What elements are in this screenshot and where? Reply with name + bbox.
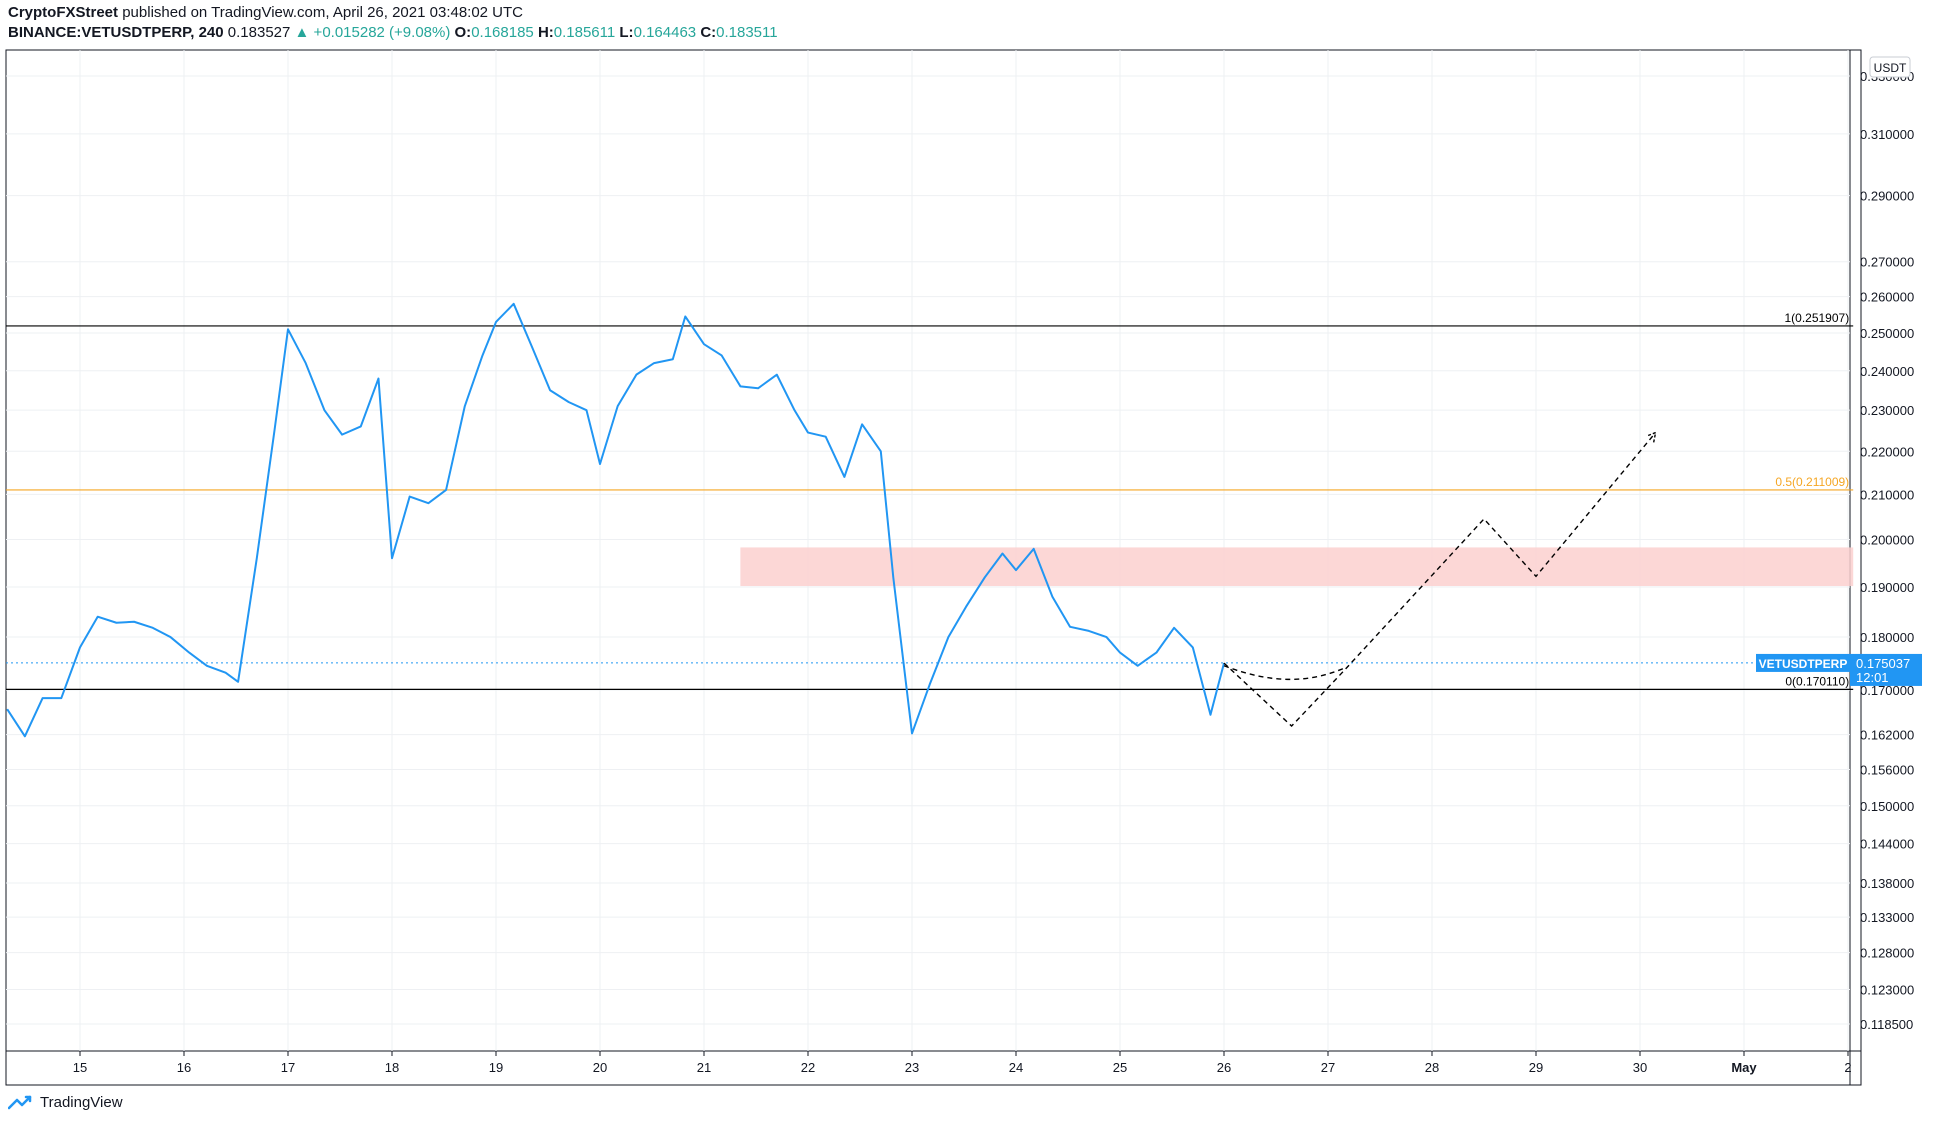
x-tick-label: 16 [177, 1060, 191, 1075]
y-tick-label: 0.250000 [1860, 326, 1914, 341]
x-tick-label: 24 [1009, 1060, 1023, 1075]
low-value: 0.164463 [633, 24, 697, 41]
projection-curve [1223, 665, 1344, 681]
y-tick-label: 0.310000 [1860, 127, 1914, 142]
resistance-zone [740, 547, 1854, 587]
footer: TradingView [8, 1094, 123, 1111]
low-label: L: [619, 24, 634, 41]
zone-rect [740, 547, 1854, 587]
high-value: 0.185611 [553, 24, 616, 41]
x-tick-label: 19 [489, 1060, 503, 1075]
currency-label: USDT [1874, 61, 1907, 75]
y-tick-label: 0.123000 [1860, 983, 1914, 998]
currency-badge [1869, 56, 1911, 78]
y-tick-label: 0.290000 [1860, 189, 1914, 204]
y-tick-label: 0.150000 [1860, 799, 1914, 814]
y-tick-label: 0.170000 [1860, 683, 1914, 698]
x-tick-label: 15 [73, 1060, 87, 1075]
projection-path [1223, 432, 1657, 728]
y-tick-label: 0.260000 [1860, 290, 1914, 305]
last-price-value: 0.175037 [1856, 656, 1910, 671]
y-tick-label: 0.133000 [1860, 910, 1914, 925]
x-tick-label: 30 [1633, 1060, 1647, 1075]
price-change: ▲ +0.015282 (+9.08%) [294, 24, 451, 41]
y-tick-label: 0.240000 [1860, 364, 1914, 379]
footer-brand[interactable]: TradingView [40, 1094, 123, 1111]
y-tick-label: 0.190000 [1860, 580, 1914, 595]
published-text: published on TradingView.com, April 26, … [122, 4, 524, 21]
y-tick-label: 0.270000 [1860, 255, 1914, 270]
x-tick-label: 23 [905, 1060, 919, 1075]
y-tick-label: 0.144000 [1860, 837, 1914, 852]
y-tick-label: 0.138000 [1860, 876, 1914, 891]
close-value: 0.183511 [716, 24, 778, 41]
fib-label: 0(0.170110) [1785, 674, 1849, 688]
price-axis[interactable]: 0.3300000.3100000.2900000.2700000.260000… [1860, 69, 1914, 1032]
fib-levels: 1(0.251907) 0.5(0.211009) 0(0.170110) [6, 311, 1854, 690]
symbol-tag-label: VETUSDTPERP [1759, 657, 1848, 671]
x-tick-label: 21 [697, 1060, 711, 1075]
fib-label: 0.5(0.211009) [1775, 475, 1849, 489]
x-tick-label: 25 [1113, 1060, 1127, 1075]
y-tick-label: 0.180000 [1860, 630, 1914, 645]
last-price: 0.183527 [227, 24, 291, 41]
time-axis[interactable]: 15 16 17 18 19 20 21 22 23 24 25 26 27 28 29 30 May 2 [73, 1051, 1852, 1075]
y-tick-label: 0.156000 [1860, 763, 1914, 778]
y-tick-label: 0.230000 [1860, 403, 1914, 418]
x-tick-label: 18 [385, 1060, 399, 1075]
projection-layer [1223, 431, 1657, 728]
tradingview-logo-icon [8, 1095, 32, 1109]
y-tick-label: 0.118500 [1860, 1017, 1913, 1032]
series-layer [6, 302, 1850, 738]
symbol-tag [1756, 653, 1850, 672]
ohlc-line: BINANCE:VETUSDTPERP, 240 0.183527 ▲ +0.0… [8, 24, 778, 42]
open-label: O: [454, 24, 472, 41]
y-tick-label: 0.162000 [1860, 728, 1914, 743]
plot-frame [5, 49, 1862, 1086]
open-value: 0.168185 [471, 24, 534, 41]
x-tick-label: 27 [1321, 1060, 1335, 1075]
x-tick-label: 2 [1844, 1060, 1851, 1075]
author-name[interactable]: CryptoFXStreet [8, 4, 119, 21]
x-tick-label: 20 [593, 1060, 607, 1075]
x-tick-label: 17 [281, 1060, 295, 1075]
y-tick-label: 0.210000 [1860, 487, 1914, 502]
y-tick-label: 0.200000 [1860, 533, 1914, 548]
price-line [6, 302, 1225, 738]
y-tick-label: 0.128000 [1860, 946, 1914, 961]
x-tick-label: 22 [801, 1060, 815, 1075]
x-tick-label: 29 [1529, 1060, 1543, 1075]
x-tick-label: 28 [1425, 1060, 1439, 1075]
last-price-tag [1850, 653, 1922, 686]
fib-label: 1(0.251907) [1784, 311, 1849, 325]
countdown-value: 12:01 [1856, 670, 1889, 685]
x-tick-label: May [1731, 1060, 1757, 1075]
close-label: C: [700, 24, 717, 41]
x-tick-label: 26 [1217, 1060, 1231, 1075]
high-label: H: [537, 24, 554, 41]
y-tick-label: 0.220000 [1860, 444, 1914, 459]
symbol-label[interactable]: BINANCE:VETUSDTPERP, 240 [8, 24, 224, 41]
publish-line: CryptoFXStreet published on TradingView.… [8, 4, 523, 22]
projection-arrowhead [1646, 431, 1657, 443]
